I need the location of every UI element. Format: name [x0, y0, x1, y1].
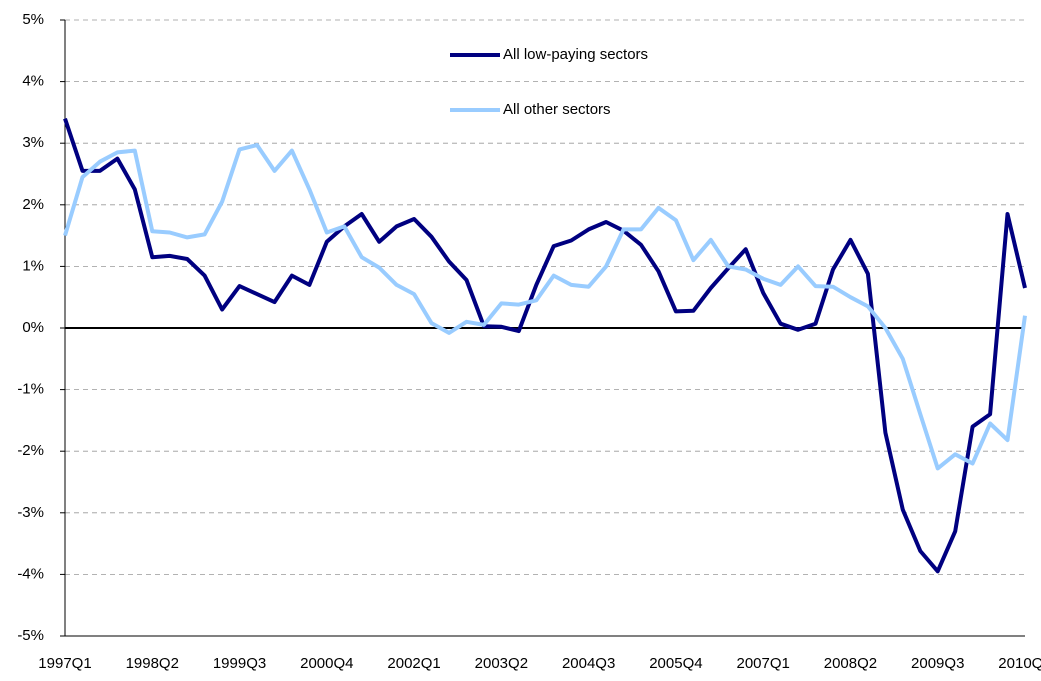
y-tick-label: -3%: [17, 504, 44, 521]
x-tick-label: 2002Q1: [387, 655, 440, 672]
x-tick-label: 1997Q1: [38, 655, 91, 672]
x-tick-label: 2000Q4: [300, 655, 353, 672]
y-tick-label: -1%: [17, 381, 44, 398]
x-tick-label: 2010Q4: [998, 655, 1041, 672]
series-line: [63, 143, 1027, 471]
y-tick-label: -5%: [17, 627, 44, 644]
x-tick-label: 2009Q3: [911, 655, 964, 672]
x-tick-label: 1998Q2: [126, 655, 179, 672]
y-tick-label: 2%: [22, 196, 44, 213]
x-tick-label: 2004Q3: [562, 655, 615, 672]
series-line: [63, 117, 1027, 574]
x-tick-label: 2003Q2: [475, 655, 528, 672]
y-tick-label: 3%: [22, 134, 44, 151]
y-tick-label: -4%: [17, 565, 44, 582]
legend-label: All low-paying sectors: [503, 46, 648, 63]
y-tick-label: 5%: [22, 11, 44, 28]
y-tick-label: -2%: [17, 442, 44, 459]
x-tick-label: 2007Q1: [736, 655, 789, 672]
legend-label: All other sectors: [503, 101, 611, 118]
y-tick-label: 4%: [22, 73, 44, 90]
x-tick-label: 2005Q4: [649, 655, 702, 672]
y-tick-label: 0%: [22, 319, 44, 336]
x-tick-label: 2008Q2: [824, 655, 877, 672]
y-tick-label: 1%: [22, 257, 44, 274]
x-tick-label: 1999Q3: [213, 655, 266, 672]
